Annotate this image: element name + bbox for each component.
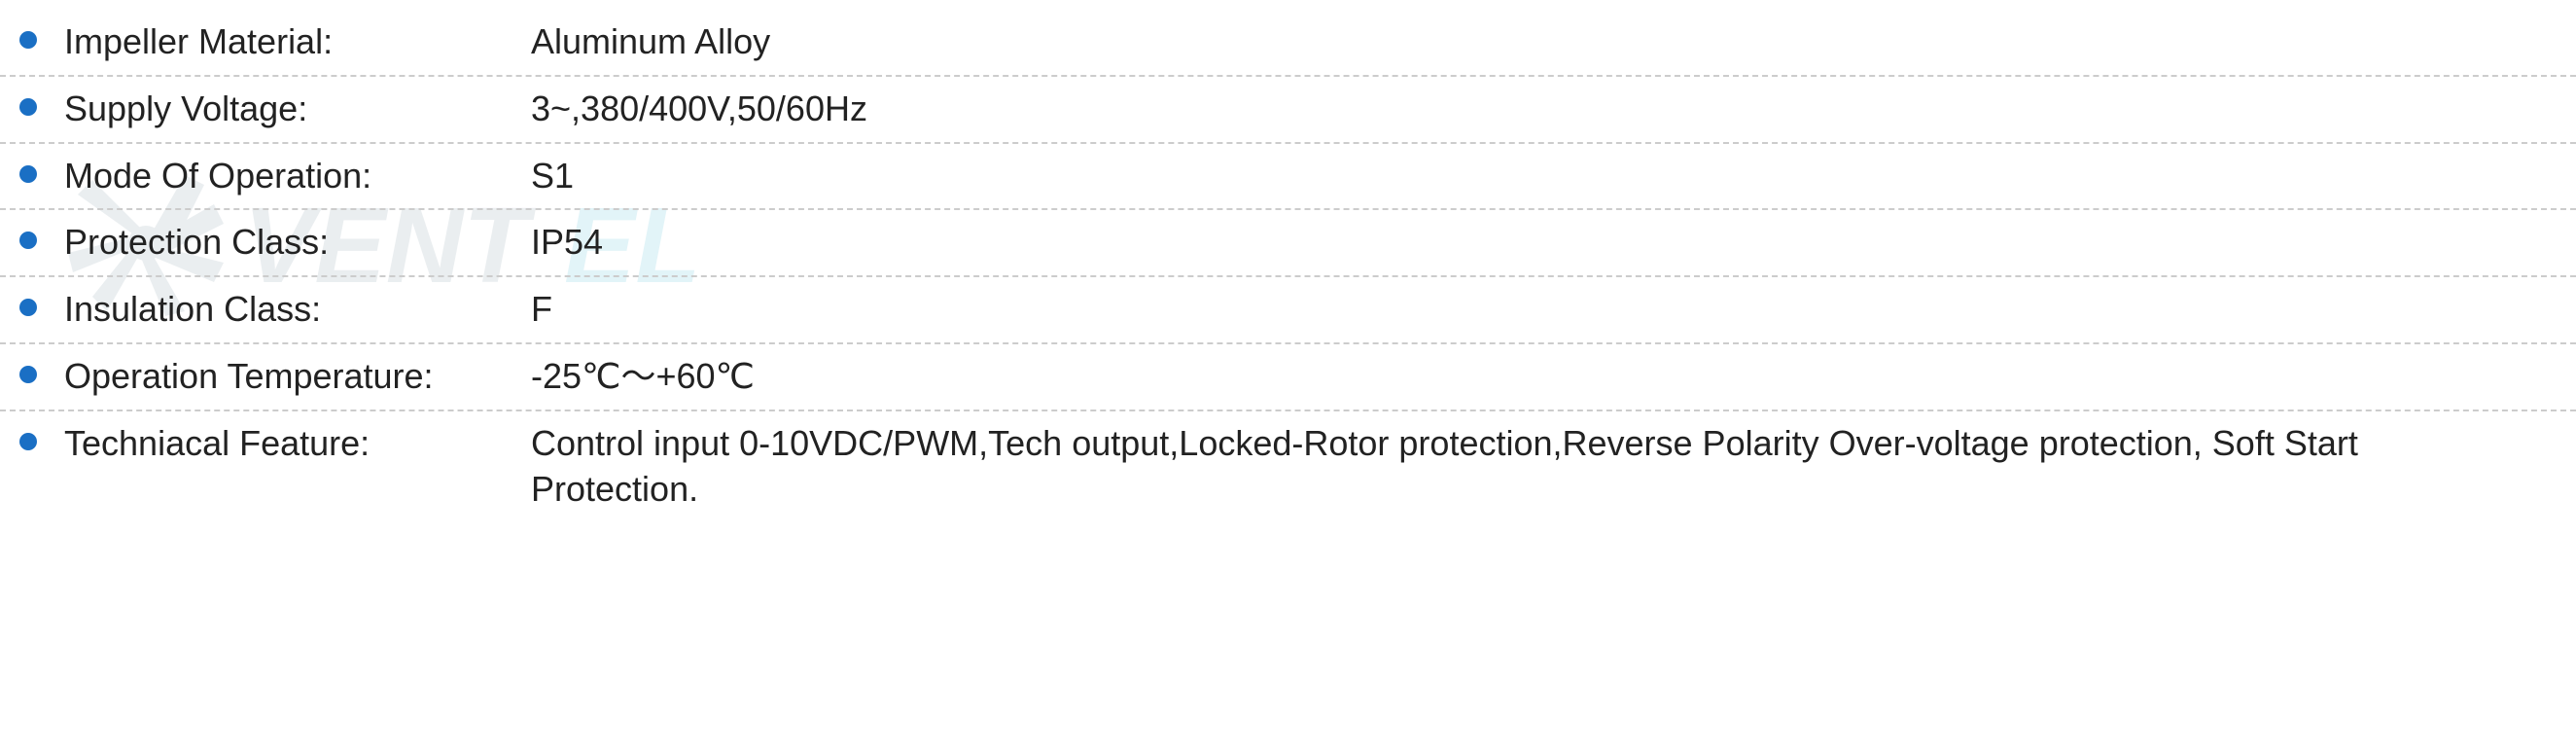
spec-value: -25℃～+60℃ (531, 354, 755, 400)
spec-row: Supply Voltage: 3~,380/400V,50/60Hz (0, 77, 2576, 144)
spec-value: F (531, 287, 552, 333)
spec-row: Operation Temperature: -25℃～+60℃ (0, 344, 2576, 411)
spec-value: Control input 0-10VDC/PWM,Tech output,Lo… (531, 421, 2524, 513)
spec-row: Impeller Material: Aluminum Alloy (0, 10, 2576, 77)
spec-value: 3~,380/400V,50/60Hz (531, 87, 867, 132)
spec-row: Techniacal Feature: Control input 0-10VD… (0, 411, 2576, 522)
spec-label: Mode Of Operation: (64, 154, 531, 199)
spec-row: Mode Of Operation: S1 (0, 144, 2576, 211)
spec-label: Techniacal Feature: (64, 421, 531, 467)
bullet-icon (19, 433, 37, 450)
bullet-icon (19, 366, 37, 383)
spec-label: Supply Voltage: (64, 87, 531, 132)
spec-value: IP54 (531, 220, 603, 266)
spec-list: Impeller Material: Aluminum Alloy Supply… (0, 0, 2576, 521)
spec-label: Operation Temperature: (64, 354, 531, 400)
spec-row: Protection Class: IP54 (0, 210, 2576, 277)
bullet-icon (19, 299, 37, 316)
spec-value: S1 (531, 154, 574, 199)
spec-label: Insulation Class: (64, 287, 531, 333)
bullet-icon (19, 165, 37, 183)
bullet-icon (19, 98, 37, 116)
spec-label: Protection Class: (64, 220, 531, 266)
bullet-icon (19, 232, 37, 249)
spec-label: Impeller Material: (64, 19, 531, 65)
spec-row: Insulation Class: F (0, 277, 2576, 344)
spec-value: Aluminum Alloy (531, 19, 770, 65)
bullet-icon (19, 31, 37, 49)
